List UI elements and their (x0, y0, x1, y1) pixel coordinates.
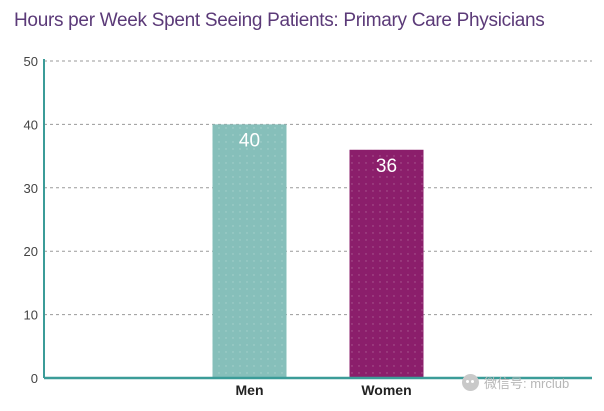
data-label-men: 40 (239, 130, 260, 151)
data-labels: 40 36 (239, 130, 397, 176)
y-tick-label: 20 (24, 244, 38, 259)
y-axis-tick-labels: 0 10 20 30 40 50 (24, 54, 38, 386)
watermark: 微信号: mrclub (462, 372, 602, 392)
y-tick-label: 30 (24, 181, 38, 196)
wechat-icon (462, 373, 479, 391)
axes (43, 59, 592, 380)
y-tick-label: 40 (24, 117, 38, 132)
gridlines (44, 60, 592, 316)
y-tick-label: 50 (24, 54, 38, 69)
y-tick-label: 10 (24, 308, 38, 323)
bars (212, 124, 424, 379)
watermark-text: 微信号: mrclub (484, 375, 570, 391)
data-label-women: 36 (376, 156, 397, 177)
y-tick-label: 0 (31, 371, 38, 386)
x-category-label: Men (236, 382, 264, 398)
x-axis-category-labels: Men Women (236, 382, 412, 398)
x-category-label: Women (361, 382, 411, 398)
bar-texture-men (212, 124, 287, 379)
bar-texture-women (349, 149, 424, 378)
chart-title: Hours per Week Spent Seeing Patients: Pr… (14, 10, 545, 31)
